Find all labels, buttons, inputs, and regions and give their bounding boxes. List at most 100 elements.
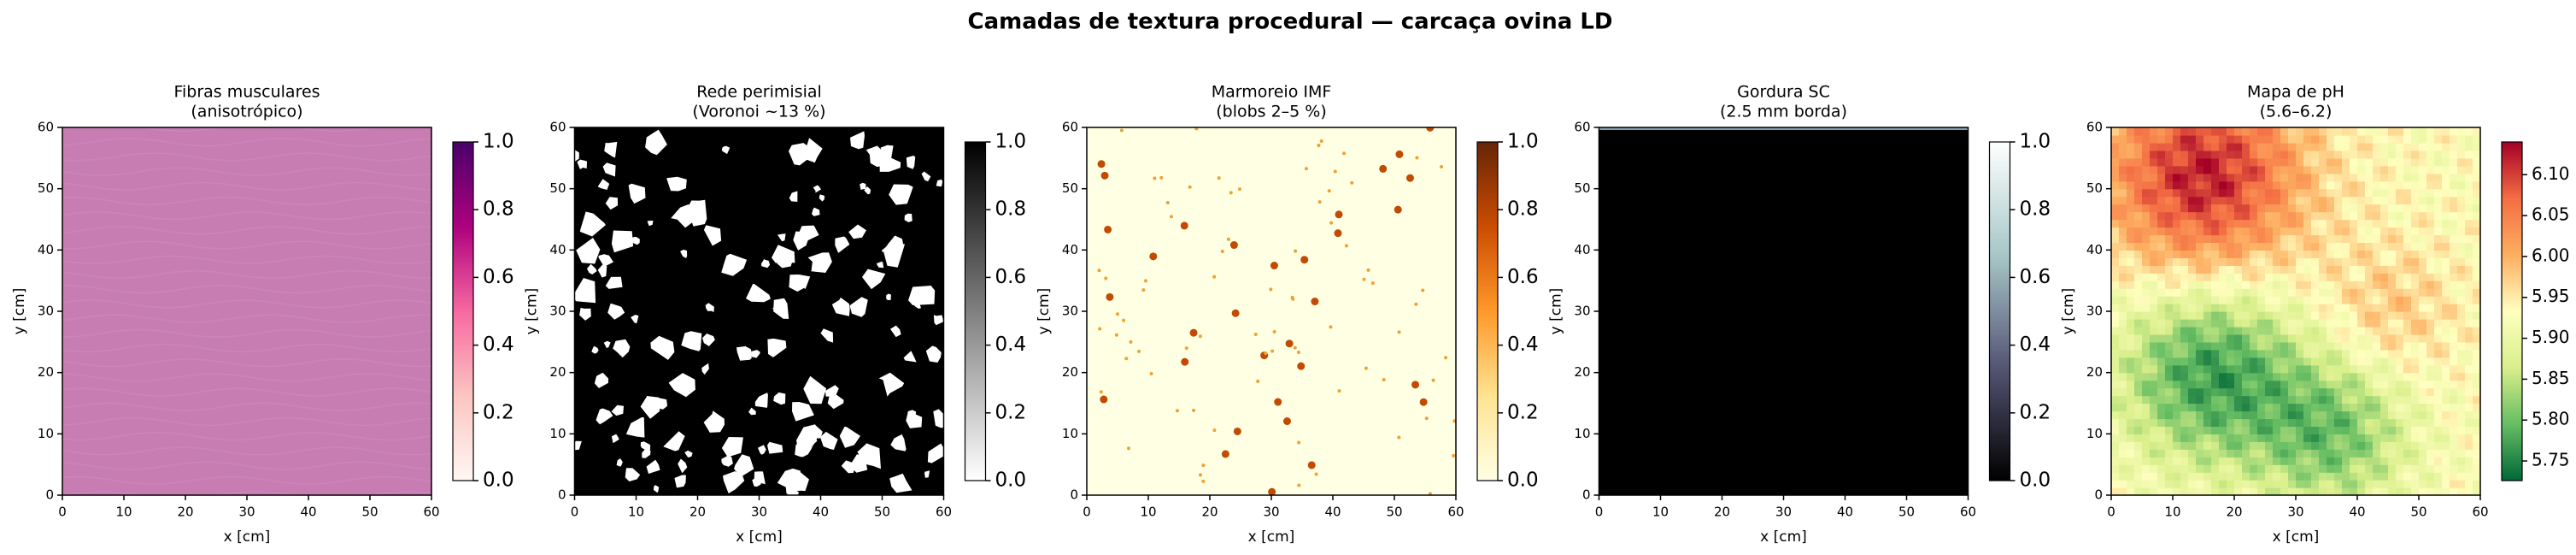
texture [2350,250,2358,258]
texture [2334,441,2343,450]
texture [2442,472,2450,481]
texture [2357,372,2366,381]
texture [2257,472,2266,481]
texture [2419,204,2427,213]
texture [62,431,431,441]
texture [2465,219,2473,228]
texture [62,127,381,133]
texture [703,225,722,246]
texture [2219,326,2227,335]
texture [2465,395,2473,404]
texture [2111,364,2120,374]
texture [2173,311,2181,320]
texture [881,247,889,252]
texture [2396,257,2404,266]
texture [2357,364,2366,374]
texture [2234,242,2243,251]
texture [2419,372,2427,381]
texture [2273,219,2281,228]
texture [2265,426,2274,434]
texture [2388,127,2397,136]
texture [2234,127,2243,136]
texture [2419,395,2427,404]
texture [2165,341,2174,351]
texture [2380,349,2389,358]
texture [2365,472,2374,481]
texture [734,454,754,477]
texture [2365,319,2374,328]
colorbar [1988,141,2011,481]
texture [2434,487,2443,495]
texture [2250,372,2258,381]
y-tick-label: 40 [1574,242,1590,257]
texture [62,373,431,382]
texture [754,393,768,408]
texture [2257,227,2266,236]
texture [2450,242,2458,251]
texture [2434,204,2443,213]
texture [2365,426,2374,434]
texture [1329,325,1333,329]
texture [746,283,771,303]
texture [2203,480,2212,488]
texture [2342,357,2350,366]
texture [773,298,789,319]
texture [2242,364,2250,374]
texture [2311,234,2320,243]
texture [2219,242,2227,251]
texture [2419,280,2427,289]
y-tick-label: 30 [1062,304,1078,319]
texture [2373,280,2381,289]
texture [2288,196,2297,205]
texture [2157,150,2166,159]
texture [2288,403,2297,412]
texture [2288,349,2297,358]
texture [2127,234,2135,243]
y-tick-label: 40 [2086,242,2103,257]
texture [2273,357,2281,366]
texture [2388,242,2397,251]
texture [2203,449,2212,458]
texture [2265,296,2274,304]
texture [2442,372,2450,381]
texture [2188,480,2197,488]
texture [2180,357,2189,366]
texture [2234,273,2243,281]
texture [2457,364,2466,374]
texture [2180,418,2189,427]
texture [2188,364,2197,374]
texture [2434,472,2443,481]
texture [2357,180,2366,190]
texture [2242,273,2250,281]
texture [680,249,688,258]
texture [2150,196,2158,205]
texture [2365,395,2374,404]
texture [2265,219,2274,228]
texture [2450,449,2458,458]
texture [2342,403,2350,412]
texture [2257,311,2266,320]
texture [2327,242,2335,251]
texture [2350,265,2358,274]
texture [2211,219,2220,228]
texture [2273,142,2281,151]
texture [2403,441,2412,450]
texture [2119,434,2127,442]
texture [2403,380,2412,389]
texture [2334,273,2343,281]
texture [2219,480,2227,488]
colorbar-tick-label: 0.0 [2020,469,2051,492]
texture [616,458,623,467]
texture [1270,349,1275,353]
texture [2303,457,2312,465]
texture [2257,265,2266,274]
texture [1426,127,1435,132]
texture [2442,487,2450,495]
texture [2426,426,2435,434]
texture [2442,311,2450,320]
texture [2357,334,2366,343]
texture [2203,311,2212,320]
texture [2211,410,2220,420]
texture [2319,434,2327,442]
texture [2203,341,2212,351]
